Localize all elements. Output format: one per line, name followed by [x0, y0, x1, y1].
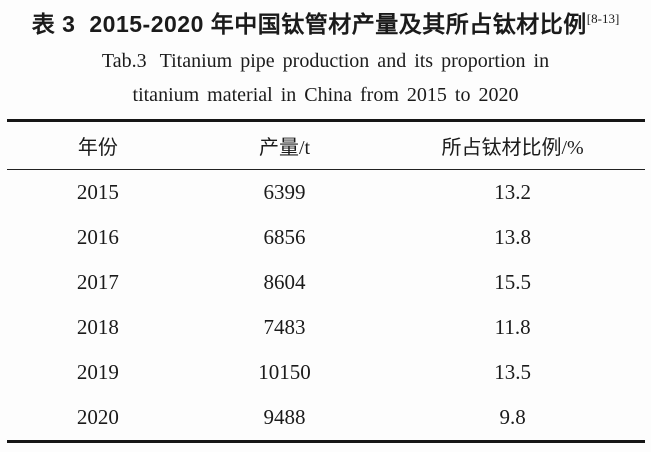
table-number-en: Tab.3: [101, 50, 147, 72]
table-caption-en-line2: titanium material in China from 2015 to …: [132, 84, 519, 106]
table-row-2017: 2017 8604 15.5: [7, 260, 645, 305]
production-cell: 8604: [263, 270, 306, 294]
proportion-cell: 13.8: [494, 225, 531, 249]
production-cell: 6399: [263, 180, 306, 204]
proportion-cell: 13.2: [494, 180, 531, 204]
col-header-production: 产量/t: [258, 137, 311, 159]
table-caption-zh-text: 2015-2020 年中国钛管材产量及其所占钛材比例: [89, 11, 587, 37]
table-caption-zh: 表 3 2015-2020 年中国钛管材产量及其所占钛材比例[8-13]: [0, 0, 651, 39]
proportion-cell: 15.5: [494, 270, 531, 294]
year-cell: 2017: [76, 270, 119, 294]
proportion-cell: 11.8: [494, 315, 531, 339]
year-cell: 2016: [76, 225, 119, 249]
year-cell: 2020: [76, 405, 119, 429]
production-cell: 6856: [263, 225, 306, 249]
proportion-cell: 13.5: [494, 360, 531, 384]
production-cell: 9488: [263, 405, 306, 429]
col-header-proportion: 所占钛材比例/%: [441, 137, 584, 159]
table-row-2018: 2018 7483 11.8: [7, 305, 645, 350]
table-caption-en-text: Titanium pipe production and its proport…: [159, 50, 550, 72]
table-row-2020: 2020 9488 9.8: [7, 395, 645, 440]
year-cell: 2018: [76, 315, 119, 339]
citation-ref: [8-13]: [586, 11, 620, 26]
table-number-zh: 表 3: [31, 11, 76, 37]
table-caption-en-line1: Tab.3 Titanium pipe production and its pr…: [0, 48, 651, 75]
proportion-cell: 9.8: [499, 405, 526, 429]
table-header-row: 年份 产量/t 所占钛材比例/%: [7, 122, 645, 170]
year-cell: 2015: [76, 180, 119, 204]
production-cell: 10150: [258, 360, 311, 384]
col-header-year: 年份: [77, 137, 118, 159]
data-table: 年份 产量/t 所占钛材比例/% 2015 6399 13.2 2016 685…: [7, 119, 645, 443]
table-row-2019: 2019 10150 13.5: [7, 350, 645, 395]
year-cell: 2019: [76, 360, 119, 384]
production-cell: 7483: [263, 315, 306, 339]
table-row-2015: 2015 6399 13.2: [7, 170, 645, 215]
table-row-2016: 2016 6856 13.8: [7, 215, 645, 260]
